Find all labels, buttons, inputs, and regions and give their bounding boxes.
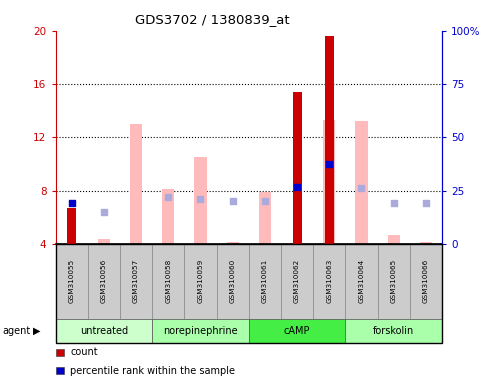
Text: GSM310060: GSM310060: [229, 259, 236, 303]
Text: GSM310064: GSM310064: [358, 259, 365, 303]
Text: norepinephrine: norepinephrine: [163, 326, 238, 336]
Bar: [293, 92, 301, 244]
Point: [261, 198, 269, 204]
Bar: [387, 235, 400, 244]
Bar: [355, 121, 368, 244]
Point: [357, 185, 365, 191]
Point: [390, 199, 398, 205]
Text: agent: agent: [2, 326, 30, 336]
Text: untreated: untreated: [80, 326, 128, 336]
Text: GSM310062: GSM310062: [294, 259, 300, 303]
Point: [229, 198, 237, 204]
Text: GSM310058: GSM310058: [165, 259, 171, 303]
Text: percentile rank within the sample: percentile rank within the sample: [70, 366, 235, 376]
Bar: [162, 189, 174, 244]
Bar: [67, 208, 76, 244]
Bar: [259, 192, 271, 244]
Text: GSM310063: GSM310063: [326, 259, 332, 303]
Point: [164, 194, 172, 200]
Point: [197, 195, 204, 202]
Point: [326, 161, 333, 167]
Bar: [98, 239, 110, 244]
Bar: [194, 157, 207, 244]
Text: count: count: [70, 347, 98, 357]
Bar: [227, 242, 239, 244]
Bar: [323, 120, 335, 244]
Text: GDS3702 / 1380839_at: GDS3702 / 1380839_at: [135, 13, 290, 26]
Text: GSM310055: GSM310055: [69, 259, 75, 303]
Point: [68, 199, 75, 205]
Text: GSM310061: GSM310061: [262, 259, 268, 303]
Bar: [325, 36, 334, 244]
Text: GSM310066: GSM310066: [423, 259, 429, 303]
Text: cAMP: cAMP: [284, 326, 310, 336]
Bar: [130, 124, 142, 244]
Text: ▶: ▶: [33, 326, 41, 336]
Point: [293, 184, 301, 190]
Text: forskolin: forskolin: [373, 326, 414, 336]
Text: GSM310065: GSM310065: [391, 259, 397, 303]
Text: GSM310057: GSM310057: [133, 259, 139, 303]
Text: GSM310059: GSM310059: [198, 259, 203, 303]
Point: [422, 199, 430, 205]
Text: GSM310056: GSM310056: [101, 259, 107, 303]
Bar: [420, 242, 432, 244]
Point: [100, 209, 108, 215]
